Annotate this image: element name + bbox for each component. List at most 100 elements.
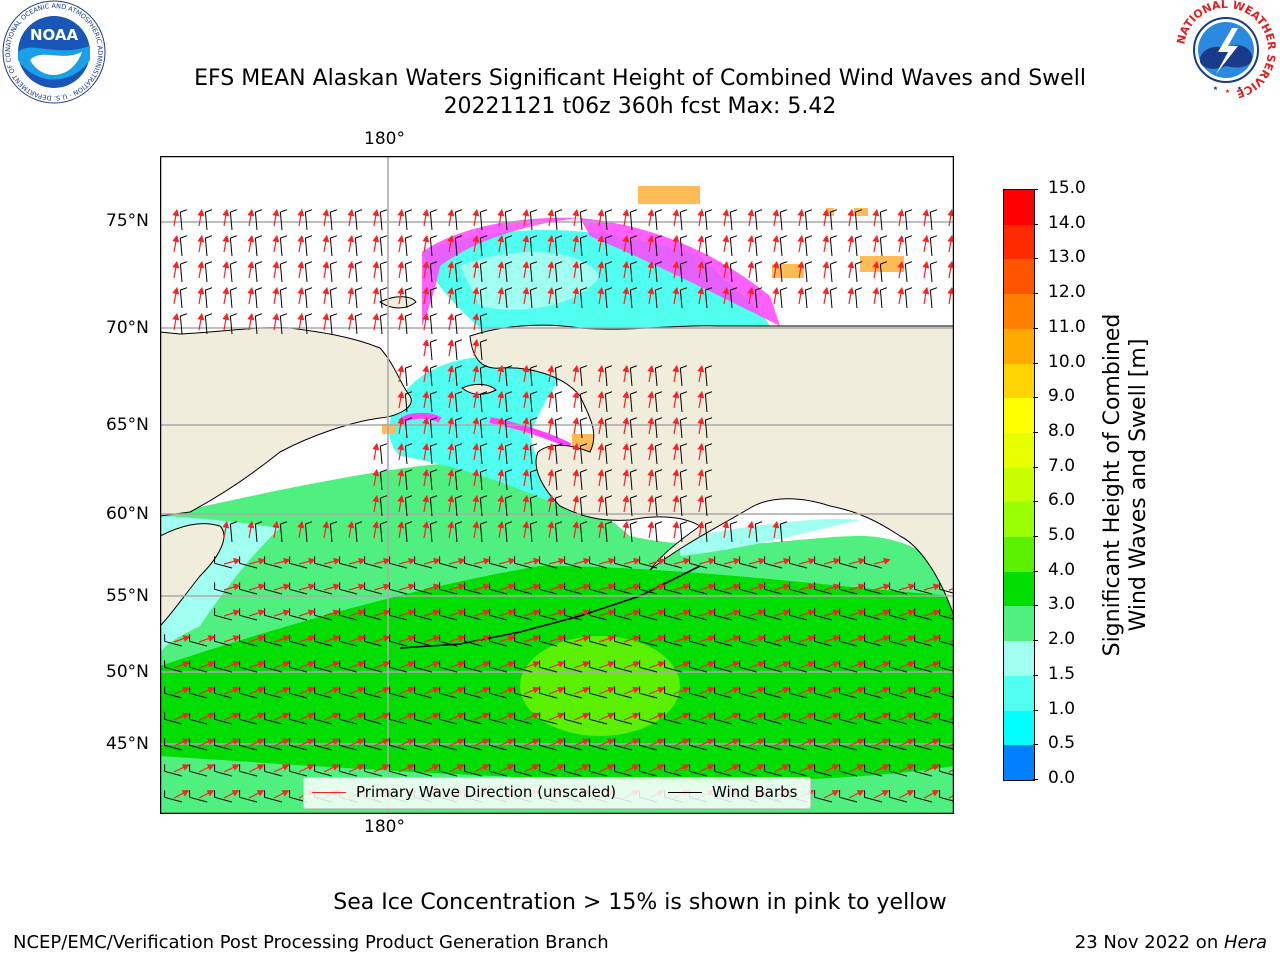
wave-arrow [822, 286, 830, 305]
wave-arrow [872, 260, 880, 279]
wave-arrow [548, 635, 566, 643]
wave-arrow [348, 686, 366, 695]
wave-arrow [673, 686, 691, 695]
colorbar-segment [1004, 571, 1034, 607]
wind-barb [214, 556, 233, 569]
wave-arrow [948, 639, 954, 643]
wave-arrow [197, 286, 205, 305]
wind-barb [579, 261, 588, 283]
wave-arrow [448, 686, 466, 695]
colorbar-tick-label: 12.0 [1048, 282, 1086, 303]
wave-arrow [747, 260, 755, 279]
wind-barb [854, 235, 863, 257]
legend-barb-label: Wind Barbs [712, 783, 798, 801]
wave-arrow [572, 494, 580, 513]
colorbar-segment [1004, 363, 1034, 399]
wind-barb [654, 417, 663, 439]
wind-barb [454, 391, 463, 413]
wind-barb [489, 608, 508, 621]
wind-barb [404, 235, 413, 257]
wave-arrow [897, 208, 905, 227]
wind-barb [479, 443, 488, 465]
wind-barb [814, 608, 833, 621]
wave-arrow [798, 609, 816, 617]
noaa-logo: NATIONAL OCEANIC AND ATMOSPHERIC ADMINIS… [2, 0, 106, 104]
colorbar-tick-label: 1.5 [1048, 663, 1076, 684]
wave-arrow [323, 635, 341, 643]
wave-arrow [547, 390, 555, 409]
wind-barb [204, 287, 213, 309]
wind-barb [629, 209, 638, 231]
wave-arrow [647, 416, 655, 435]
wind-barb [689, 764, 708, 777]
wind-barb [864, 634, 883, 647]
wave-arrow [223, 686, 241, 695]
wind-barb [414, 634, 433, 647]
wind-barb [304, 313, 313, 335]
wind-barb [504, 365, 513, 387]
wave-arrow [522, 260, 530, 279]
wind-barb [454, 495, 463, 517]
wave-arrow [698, 583, 716, 591]
wind-barb [889, 764, 908, 777]
wave-arrow [723, 661, 741, 669]
wave-arrow [498, 661, 516, 669]
wave-arrow [597, 520, 605, 539]
wind-barb [279, 209, 288, 231]
wind-barb [554, 443, 563, 465]
wave-arrow [723, 583, 741, 591]
wave-arrow [372, 442, 380, 461]
wind-barb [479, 469, 488, 491]
wind-barb [839, 660, 858, 673]
wind-barb [554, 261, 563, 283]
wave-arrow [847, 260, 855, 279]
wind-barb [254, 235, 263, 257]
wind-barb [529, 417, 538, 439]
wind-barb [554, 469, 563, 491]
wind-barb [404, 365, 413, 387]
wind-barb [579, 495, 588, 517]
wave-arrow [348, 583, 366, 591]
wind-barb [889, 634, 908, 647]
wind-barb [629, 469, 638, 491]
wave-arrow [848, 712, 865, 721]
wave-arrow [522, 416, 530, 435]
wind-barb [229, 261, 238, 283]
wave-arrow [922, 260, 930, 279]
colorbar-segment [1004, 190, 1034, 226]
wave-arrow [673, 738, 690, 747]
wind-barb [389, 634, 408, 647]
wind-barb [479, 365, 488, 387]
wave-arrow [197, 312, 205, 331]
wave-arrow [798, 764, 815, 773]
wind-barb [864, 764, 883, 777]
wave-arrow [448, 557, 466, 565]
wave-arrow [447, 520, 455, 539]
wave-arrow [673, 661, 691, 669]
wave-arrow [397, 364, 405, 383]
wave-arrow [347, 312, 355, 331]
wind-barb [514, 634, 533, 647]
wave-arrow [948, 587, 954, 591]
wave-arrow [298, 738, 315, 747]
wave-arrow [797, 260, 805, 279]
wave-arrow [922, 234, 930, 253]
map-panel [160, 156, 954, 814]
wind-barb [589, 634, 608, 647]
wave-arrow [173, 738, 190, 747]
wave-arrow [847, 208, 855, 227]
wind-barb [404, 521, 413, 543]
wave-arrow [773, 764, 790, 773]
wave-arrow [373, 635, 391, 643]
wave-arrow [572, 390, 580, 409]
wave-arrow [948, 717, 954, 721]
wave-arrow [672, 468, 680, 487]
colorbar-tick-mark [1033, 258, 1038, 260]
colorbar-tick-mark [1033, 397, 1038, 399]
wind-barb [829, 287, 838, 309]
wind-barb [654, 287, 663, 309]
wave-arrow [848, 738, 865, 747]
wave-arrow [573, 712, 590, 721]
wind-barb [914, 738, 933, 751]
wave-arrow [198, 790, 215, 799]
